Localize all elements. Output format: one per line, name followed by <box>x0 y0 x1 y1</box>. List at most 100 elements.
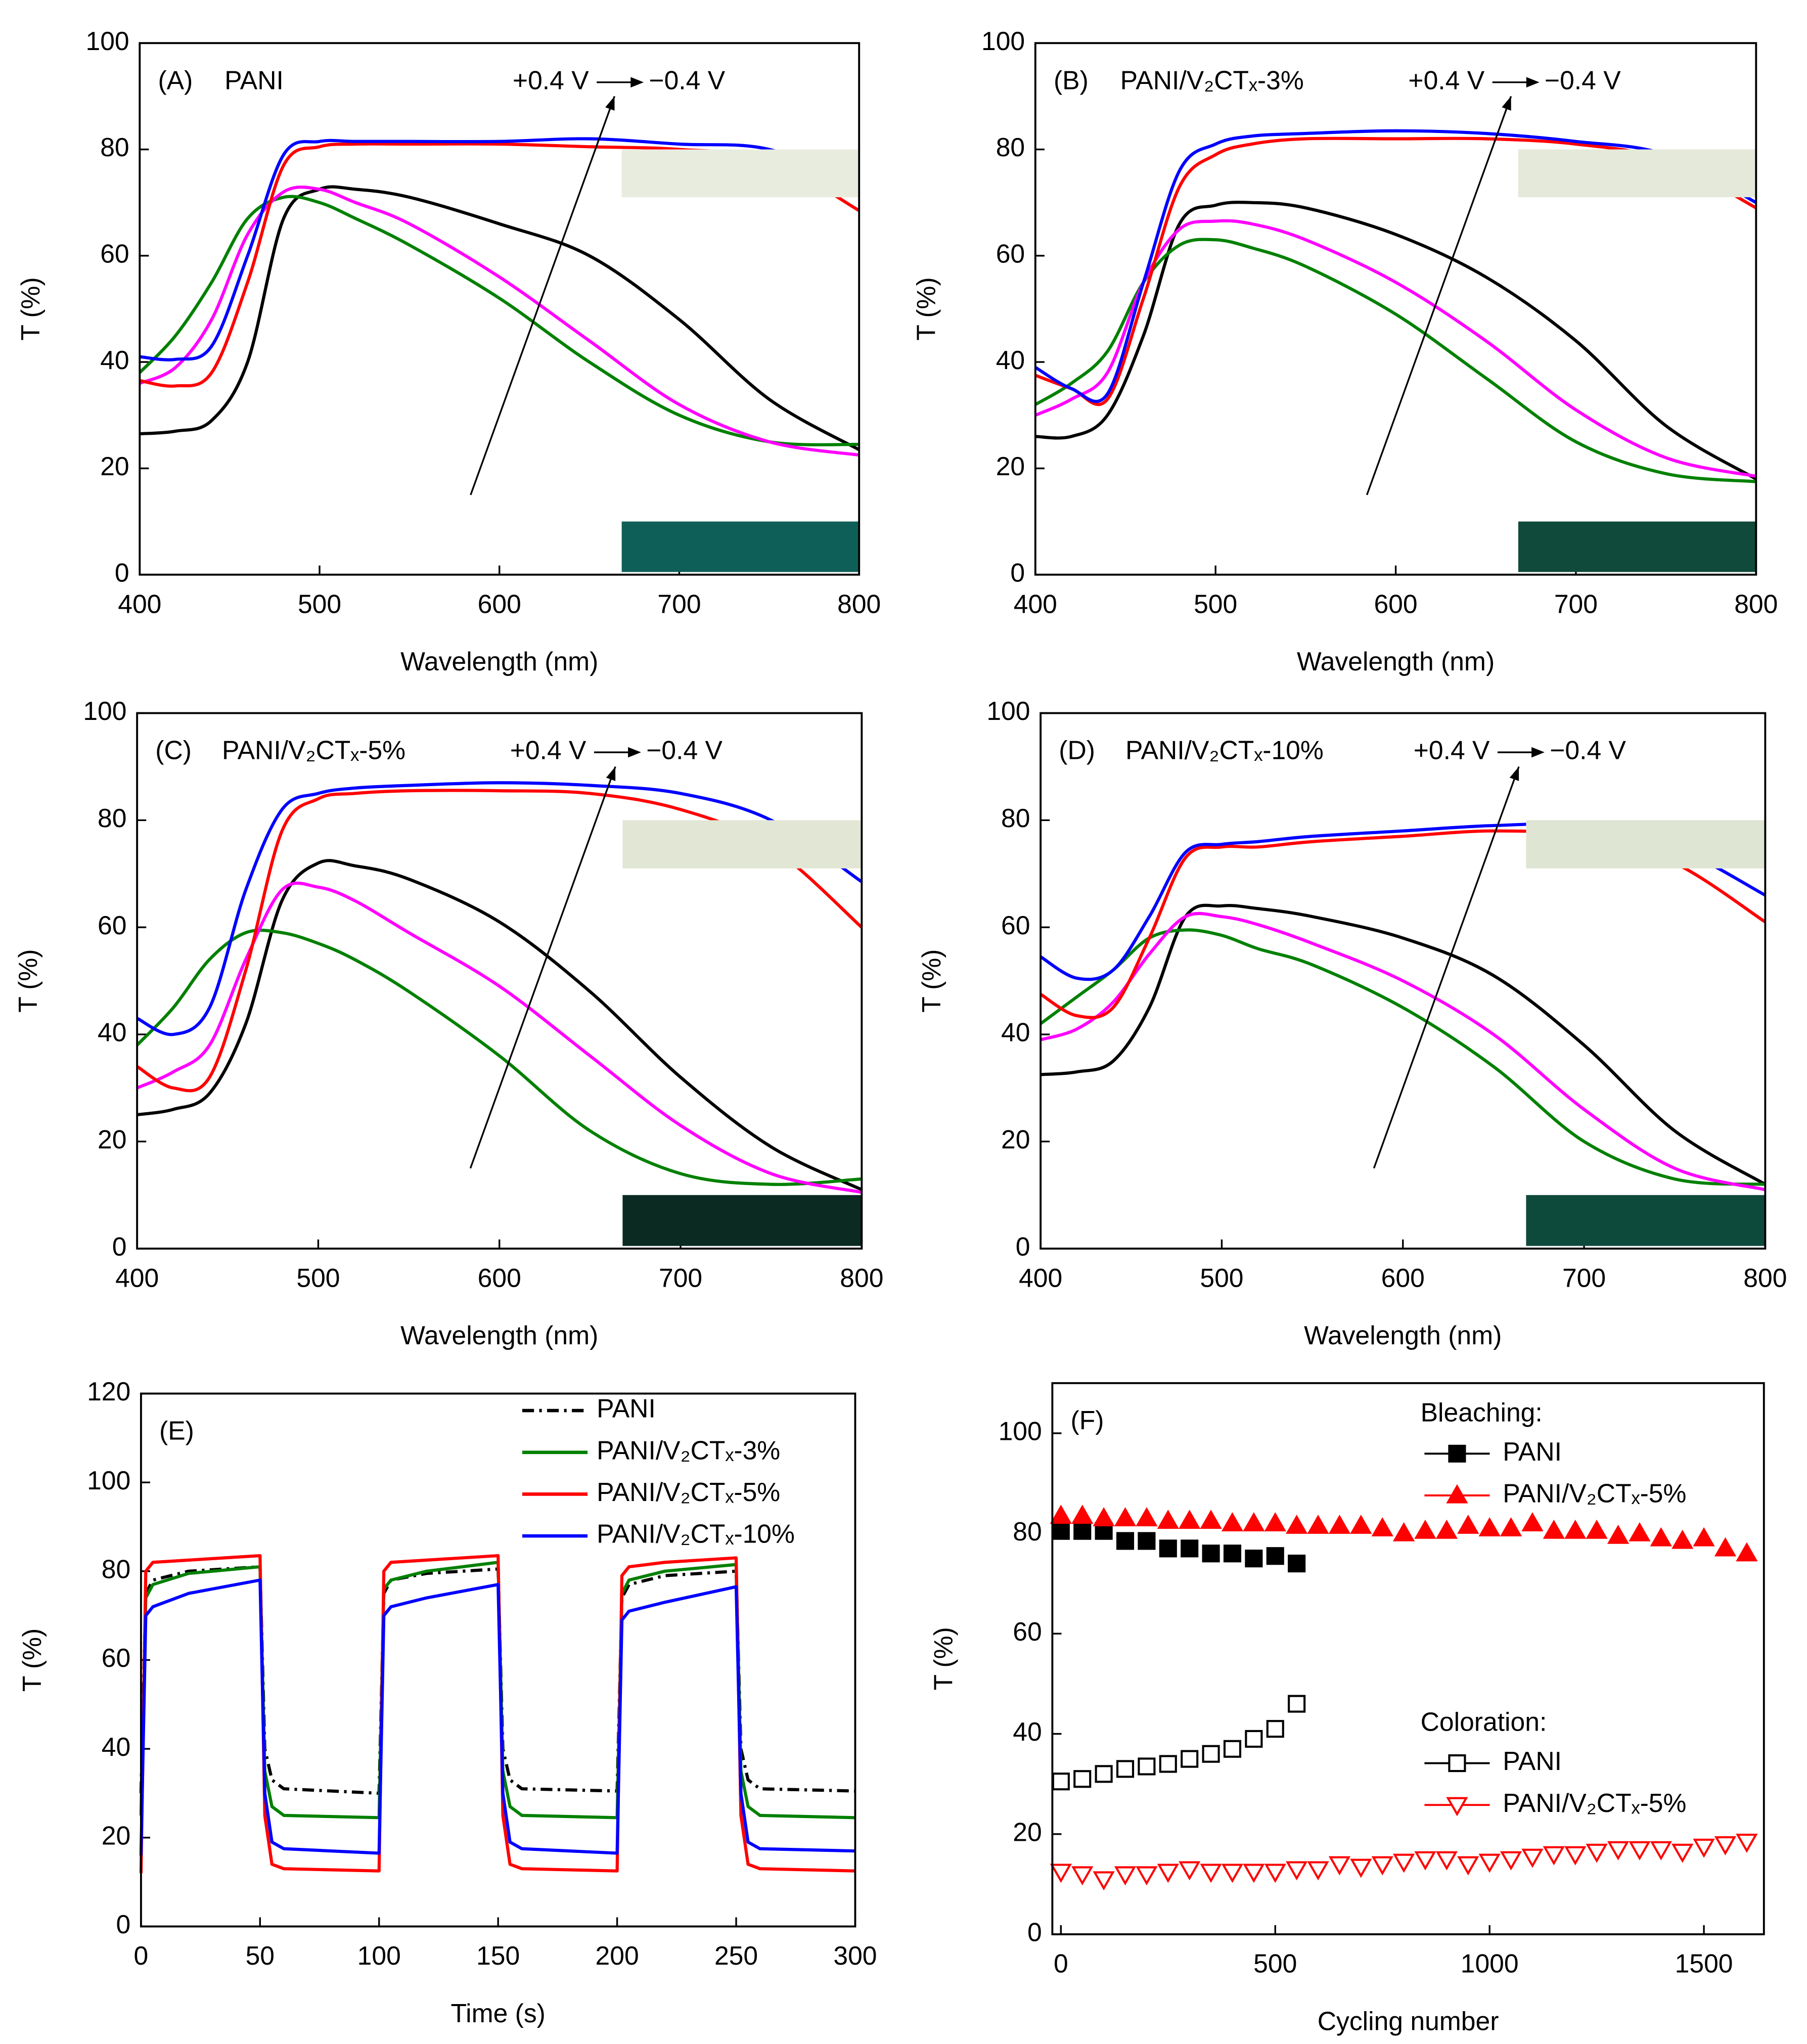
y-tick-label: 20 <box>1001 1125 1030 1154</box>
marker <box>1521 1512 1544 1531</box>
marker <box>1307 1861 1329 1881</box>
x-tick-label: 700 <box>657 589 701 618</box>
arrowhead <box>1526 77 1540 88</box>
marker <box>1286 1515 1308 1534</box>
legend-marker <box>1448 1754 1466 1773</box>
marker <box>1245 1550 1263 1568</box>
marker <box>1693 1838 1715 1858</box>
marker <box>1095 1765 1113 1783</box>
x-tick-label: 1500 <box>1675 1949 1733 1978</box>
marker <box>1221 1864 1244 1883</box>
marker <box>1650 1527 1672 1547</box>
line <box>139 195 860 446</box>
panel-label: (C) <box>155 736 192 765</box>
y-tick-label: 0 <box>115 558 129 587</box>
line <box>139 1578 855 1856</box>
y-axis-label: T (%) <box>917 949 946 1012</box>
x-tick-label: 400 <box>1019 1263 1062 1292</box>
marker <box>1050 1505 1072 1524</box>
marker <box>1245 1730 1263 1748</box>
line <box>140 137 860 361</box>
y-tick-label: 0 <box>116 1910 131 1939</box>
marker <box>1543 1846 1565 1866</box>
legend-label: PANI/V₂CTₓ-5% <box>1503 1479 1686 1508</box>
marker <box>1328 1515 1351 1534</box>
marker <box>1607 1841 1630 1860</box>
marker <box>1714 1836 1737 1855</box>
arrowhead <box>628 747 641 758</box>
y-tick-label: 100 <box>999 1417 1042 1446</box>
line <box>140 185 860 451</box>
legend-marker <box>1446 1484 1468 1504</box>
x-tick-label: 600 <box>1374 589 1417 618</box>
x-tick-label: 700 <box>1562 1263 1606 1292</box>
line <box>1034 219 1756 478</box>
film-colored <box>621 521 860 572</box>
line <box>135 928 862 1186</box>
marker <box>1266 1547 1284 1565</box>
marker <box>1288 1695 1306 1713</box>
plot-frame <box>139 42 861 576</box>
x-tick-label: 1000 <box>1461 1949 1519 1978</box>
x-tick-label: 500 <box>1194 589 1237 618</box>
x-tick-label: 600 <box>478 1263 521 1292</box>
legend-title: Coloration: <box>1421 1707 1547 1737</box>
line <box>136 781 863 1036</box>
marker <box>1179 1510 1201 1529</box>
y-tick-label: 20 <box>102 1821 130 1850</box>
x-axis-label: Wavelength (nm) <box>400 647 598 676</box>
legend-label: PANI/V₂CTₓ-3% <box>597 1435 780 1465</box>
x-tick-label: 200 <box>596 1941 639 1970</box>
marker <box>1629 1841 1651 1860</box>
marker <box>1586 1843 1608 1863</box>
marker <box>1136 1866 1158 1886</box>
marker <box>1264 1864 1286 1883</box>
legend-label: PANI/V₂CTₓ-5% <box>597 1477 780 1507</box>
legend-label: PANI/V₂CTₓ-5% <box>1503 1788 1686 1818</box>
marker <box>1159 1755 1177 1773</box>
arrowhead <box>1509 766 1519 781</box>
marker <box>1457 1856 1479 1876</box>
y-axis-label: T (%) <box>17 1628 47 1692</box>
line <box>1040 928 1766 1186</box>
marker <box>1073 1770 1092 1788</box>
line <box>139 186 860 457</box>
y-tick-label: 0 <box>1027 1918 1042 1947</box>
x-tick-label: 250 <box>714 1941 758 1970</box>
legend-label: PANI <box>597 1394 656 1423</box>
marker <box>1071 1505 1094 1524</box>
x-tick-label: 800 <box>1743 1263 1787 1292</box>
y-tick-label: 40 <box>102 1732 130 1761</box>
x-tick-label: 600 <box>478 589 521 618</box>
marker <box>1202 1545 1220 1563</box>
marker <box>1478 1853 1501 1873</box>
x-axis-label: Wavelength (nm) <box>400 1321 598 1350</box>
x-tick-label: 100 <box>357 1941 401 1970</box>
x-axis-label: Cycling number <box>1318 2006 1499 2035</box>
y-tick-label: 40 <box>1013 1717 1042 1746</box>
legend-marker <box>1448 1444 1466 1463</box>
y-tick-label: 100 <box>87 1466 130 1495</box>
x-tick-label: 500 <box>298 589 341 618</box>
y-tick-label: 80 <box>102 1554 130 1583</box>
annotation-from: +0.4 V <box>1414 736 1490 765</box>
y-tick-label: 80 <box>100 132 129 162</box>
trend-arrow <box>1366 96 1512 495</box>
panel-title: PANI <box>224 65 284 95</box>
marker <box>1159 1539 1177 1558</box>
line <box>136 881 862 1194</box>
marker <box>1564 1519 1587 1539</box>
annotation-from: +0.4 V <box>510 736 586 765</box>
plot-frame <box>1034 42 1757 576</box>
marker <box>1050 1864 1072 1883</box>
marker <box>1564 1846 1587 1866</box>
panel-label: (B) <box>1054 65 1089 95</box>
marker <box>1223 1740 1242 1758</box>
line <box>1035 200 1757 481</box>
y-tick-label: 80 <box>1001 803 1030 833</box>
panel-label: (F) <box>1071 1405 1104 1435</box>
x-tick-label: 50 <box>246 1941 275 1970</box>
marker <box>1200 1864 1222 1883</box>
line <box>1040 903 1766 1186</box>
x-tick-label: 500 <box>296 1263 340 1292</box>
